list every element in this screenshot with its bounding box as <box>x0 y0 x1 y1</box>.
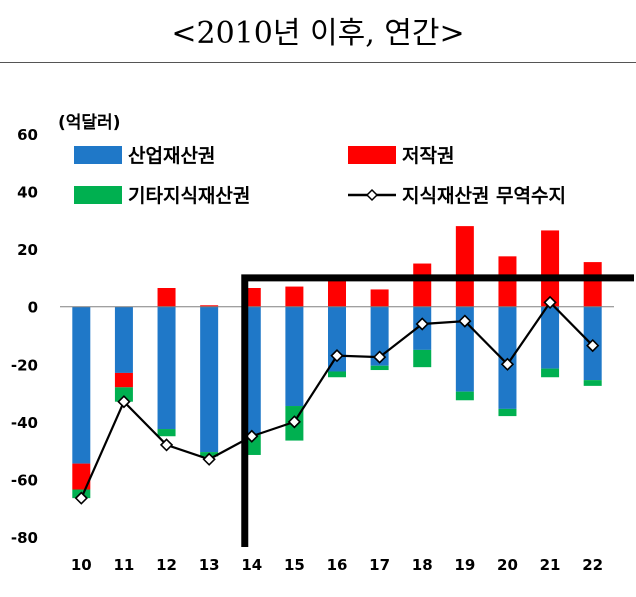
bar-저작권-18 <box>413 263 432 307</box>
y-tick-label: 0 <box>28 299 38 317</box>
trade-balance-point-11 <box>117 395 131 409</box>
trade-balance-point-15 <box>287 415 302 429</box>
bar-산업재산권-10 <box>72 306 91 464</box>
trade-balance-point-10 <box>74 491 88 505</box>
bar-산업재산권-15 <box>285 306 304 407</box>
x-tick-label: 18 <box>412 556 433 574</box>
x-tick-label: 21 <box>540 556 561 574</box>
x-tick-label: 15 <box>284 556 305 574</box>
legend-label: 저작권 <box>402 145 454 167</box>
trade-balance-point-22 <box>586 338 600 353</box>
bar-저작권-20 <box>498 256 517 307</box>
y-tick-label: -20 <box>11 356 38 374</box>
bar-산업재산권-13 <box>200 306 219 453</box>
x-tick-label: 17 <box>369 556 390 574</box>
chart-title: <2010년 이후, 연간> <box>171 16 465 51</box>
bar-기타지식재산권-12 <box>157 429 176 437</box>
x-tick-label: 16 <box>327 556 348 574</box>
bar-저작권-21 <box>541 230 560 307</box>
y-tick-label: 40 <box>17 184 38 202</box>
bar-산업재산권-19 <box>455 306 474 392</box>
x-tick-label: 12 <box>156 556 177 574</box>
legend-swatch-marker <box>365 188 379 202</box>
x-tick-label: 22 <box>582 556 603 574</box>
bar-저작권-17 <box>370 289 389 307</box>
trade-balance-point-16 <box>330 349 344 363</box>
x-tick-label: 11 <box>113 556 134 574</box>
bar-기타지식재산권-22 <box>583 380 602 386</box>
legend-swatch <box>348 146 396 164</box>
trade-balance-point-13 <box>202 452 216 466</box>
bar-기타지식재산권-21 <box>541 368 560 378</box>
bars-layer <box>72 226 602 499</box>
bar-기타지식재산권-16 <box>328 371 346 378</box>
x-tick-label: 20 <box>497 556 518 574</box>
bar-산업재산권-17 <box>370 306 389 366</box>
legend-label: 산업재산권 <box>128 145 215 167</box>
bar-저작권-15 <box>285 286 304 307</box>
bar-저작권-12 <box>157 288 176 307</box>
x-tick-label: 13 <box>199 556 220 574</box>
bar-기타지식재산권-18 <box>413 349 432 368</box>
bar-저작권-11 <box>114 372 133 388</box>
trade-balance-point-17 <box>372 350 387 364</box>
bar-산업재산권-21 <box>541 306 560 369</box>
trade-balance-point-19 <box>458 314 472 328</box>
bar-저작권-16 <box>328 279 346 307</box>
x-tick-label: 19 <box>454 556 475 574</box>
y-tick-label: -60 <box>11 471 38 489</box>
period-divider-line <box>241 274 634 547</box>
y-tick-labels: 60 40 20 0 -20 -40 -60 -80 <box>11 126 38 547</box>
y-tick-label: 20 <box>17 241 38 259</box>
y-tick-label: -80 <box>11 529 38 547</box>
trade-balance-point-20 <box>500 357 515 371</box>
bar-산업재산권-12 <box>157 306 176 430</box>
y-tick-label: -40 <box>11 414 38 432</box>
x-tick-label: 10 <box>71 556 92 574</box>
x-tick-label: 14 <box>241 556 262 574</box>
trade-balance-point-18 <box>415 317 429 331</box>
bar-저작권-13 <box>200 305 219 307</box>
legend-label: 지식재산권 무역수지 <box>402 185 566 207</box>
bar-저작권-19 <box>455 226 474 307</box>
bar-기타지식재산권-19 <box>455 391 474 401</box>
bar-저작권-22 <box>583 262 602 307</box>
y-unit-label: (억달러) <box>58 112 120 133</box>
bar-기타지식재산권-17 <box>370 365 389 371</box>
title-divider <box>0 62 636 63</box>
x-tick-labels: 10 11 12 13 14 15 16 17 18 19 20 21 22 <box>71 556 603 574</box>
bar-기타지식재산권-20 <box>498 408 517 417</box>
legend-swatch <box>74 146 122 164</box>
legend-swatch <box>74 186 122 204</box>
bar-저작권-10 <box>72 463 91 490</box>
bar-기타지식재산권-11 <box>114 387 133 402</box>
bar-산업재산권-11 <box>114 306 133 373</box>
y-tick-label: 60 <box>17 126 38 144</box>
trade-balance-line-layer <box>74 274 634 547</box>
legend-label: 기타지식재산권 <box>128 185 250 207</box>
trade-balance-point-21 <box>543 295 557 310</box>
trade-balance-point-12 <box>159 438 174 452</box>
